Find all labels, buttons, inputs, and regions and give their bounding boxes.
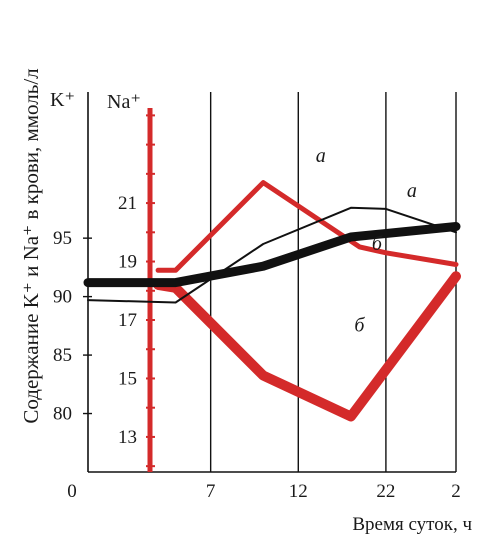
- y-axis-label: Содержание K⁺ и Na⁺ в крови, ммоль/л: [19, 68, 43, 423]
- series-line-2: [87, 206, 457, 304]
- series-label: а: [316, 145, 326, 167]
- k-tick-label: 80: [53, 404, 72, 425]
- x-tick-label: 22: [376, 481, 395, 502]
- k-tick-label: 90: [53, 287, 72, 308]
- na-tick-label: 13: [118, 427, 137, 448]
- series-label: б: [354, 315, 365, 337]
- series-line-1: [153, 271, 461, 422]
- series-label: б: [372, 233, 383, 255]
- series-line-0: [155, 180, 459, 273]
- k-tick-label: 85: [53, 345, 72, 366]
- x-tick-label: 12: [289, 481, 308, 502]
- series-label: а: [407, 180, 417, 202]
- na-axis-label: Na⁺: [107, 91, 141, 113]
- x-tick-label: 0: [67, 481, 77, 502]
- k-axis-label: K⁺: [50, 89, 75, 111]
- na-tick-label: 15: [118, 368, 137, 389]
- x-tick-label: 2: [451, 481, 461, 502]
- x-axis-label: Время суток, ч: [352, 514, 472, 535]
- k-tick-label: 95: [53, 228, 72, 249]
- na-tick-label: 21: [118, 193, 137, 214]
- na-tick-label: 17: [118, 310, 137, 331]
- x-tick-label: 7: [206, 481, 216, 502]
- series-line-3: [83, 222, 461, 288]
- na-tick-label: 19: [118, 252, 137, 273]
